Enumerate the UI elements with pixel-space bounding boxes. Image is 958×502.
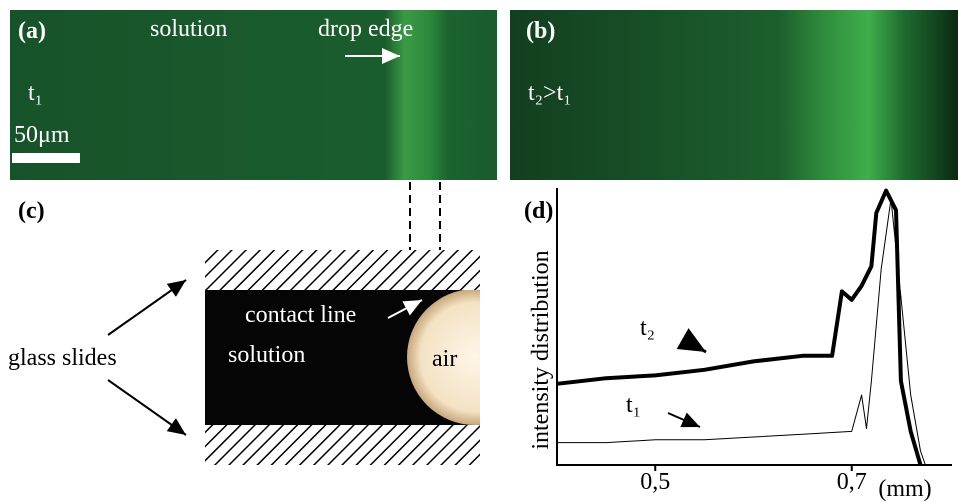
x-tick-label: 0,5 bbox=[640, 469, 670, 495]
x-tick-label: 0,7 bbox=[837, 469, 867, 495]
series-label: t₁ bbox=[626, 392, 641, 418]
scale-text: 50μm bbox=[14, 122, 70, 148]
figure: (a) solution drop edge t₁ 50μm (b) t₂>t₁… bbox=[0, 0, 958, 502]
arrow bbox=[685, 340, 706, 352]
micrograph-a bbox=[10, 10, 497, 180]
annotation: air bbox=[432, 346, 457, 372]
scale-bar bbox=[12, 153, 80, 163]
air-bubble bbox=[407, 289, 543, 425]
series-label: t₂ bbox=[640, 315, 655, 341]
arrow bbox=[668, 413, 700, 427]
micrograph-b bbox=[510, 10, 958, 180]
glass-slide bbox=[205, 425, 480, 465]
panel-label: (d) bbox=[524, 198, 553, 224]
annotation: glass slides bbox=[8, 345, 117, 371]
annotation: drop edge bbox=[318, 16, 413, 42]
annotation: contact line bbox=[245, 302, 356, 328]
panel-label: (c) bbox=[18, 198, 45, 224]
arrow bbox=[108, 280, 186, 335]
series-line bbox=[557, 199, 925, 465]
annotation: solution bbox=[228, 342, 305, 368]
annotation: t₂>t₁ bbox=[528, 80, 572, 106]
panel-label: (a) bbox=[18, 18, 46, 44]
panel-label: (b) bbox=[526, 18, 555, 44]
arrow bbox=[108, 380, 186, 435]
x-axis-label: (mm) bbox=[878, 476, 931, 502]
annotation: t₁ bbox=[28, 80, 43, 106]
annotation: solution bbox=[150, 16, 227, 42]
glass-slide bbox=[205, 250, 480, 290]
y-axis-label: intensity distribution bbox=[528, 250, 554, 449]
